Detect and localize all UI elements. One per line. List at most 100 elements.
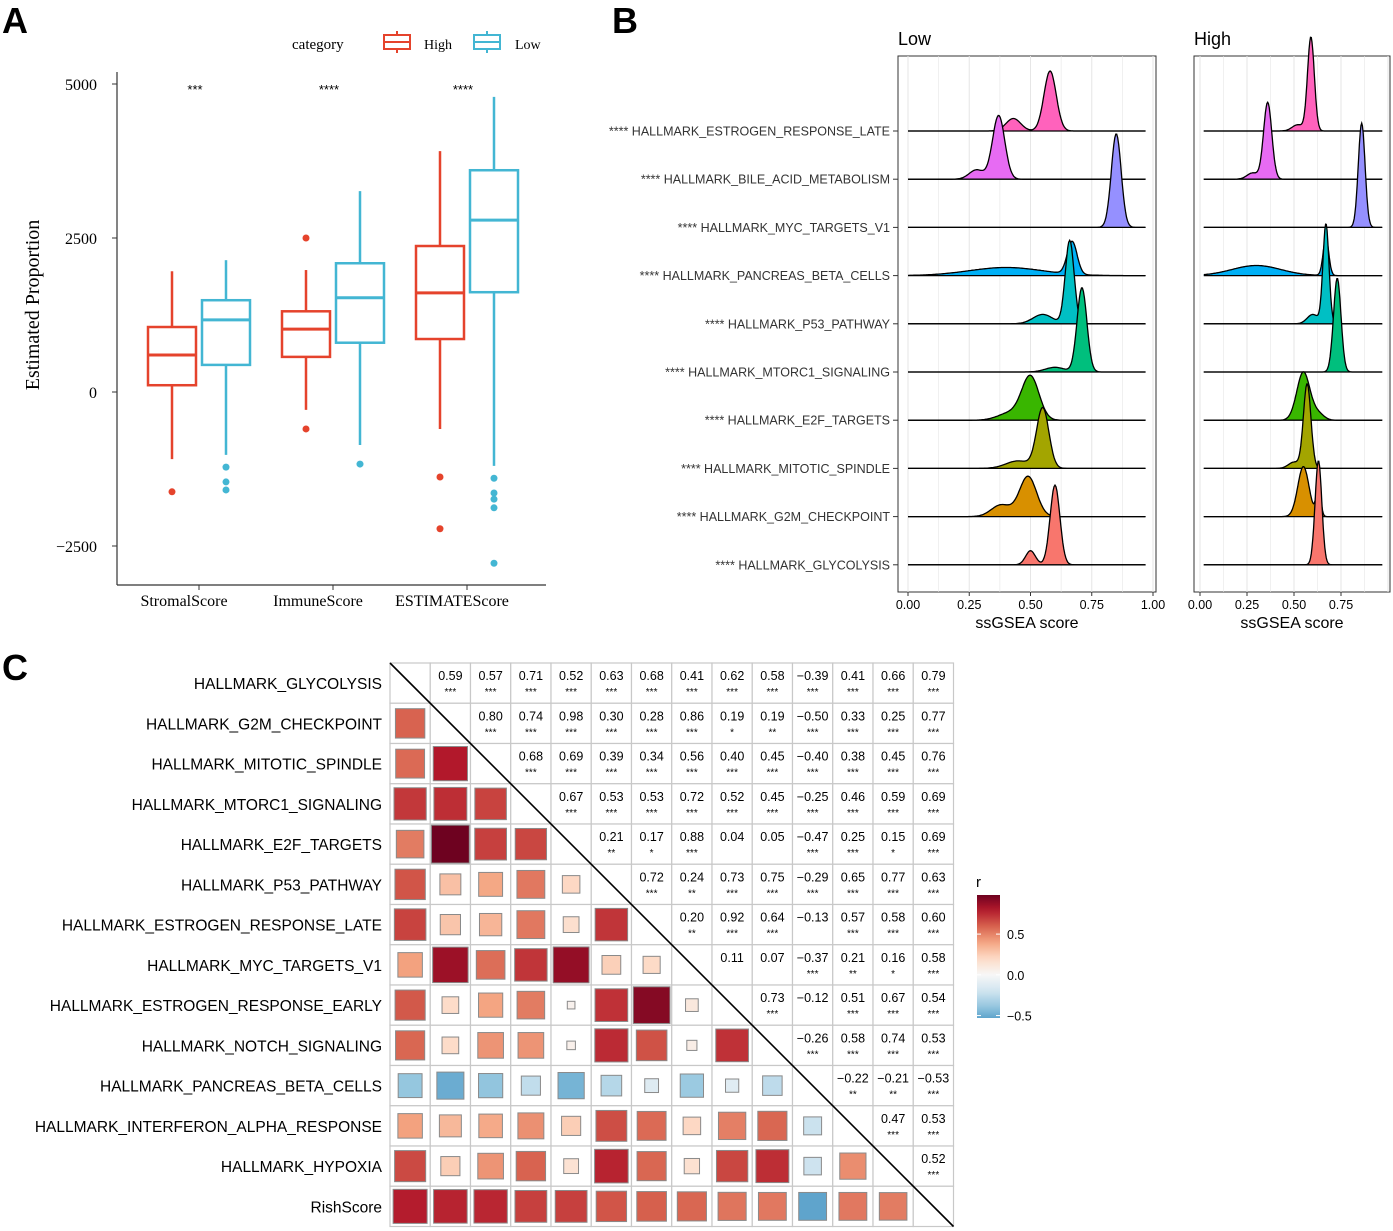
matrix-cell [872,1024,914,1067]
correlation-square [682,1116,702,1136]
boxplot-panel: −2500 0 2500 5000 Estimated Proportion Stroma… [22,31,546,610]
correlation-square [515,1150,547,1182]
correlation-square [561,875,581,894]
row-label: HALLMARK_NOTCH_SIGNALING [142,1038,382,1055]
correlation-value: 0.74 [881,1031,905,1045]
matrix-cell [912,783,955,825]
significance-stars: *** [928,888,940,899]
correlation-square [475,950,506,980]
ridge-panel-high: High 0.00 0.25 0.50 0.75 ssGSEA score [1188,29,1391,632]
x-tick-label: 0.50 [1282,598,1306,612]
correlation-value: −0.29 [797,870,829,884]
correlation-value: 0.75 [760,870,784,884]
significance-stars: *** [726,768,738,779]
significance-stars: *** [686,808,698,819]
matrix-cell [630,823,673,865]
outlier-point [222,463,230,471]
correlation-value: 0.57 [841,911,865,925]
correlation-value: −0.12 [797,991,829,1005]
significance-stars: *** [928,1090,940,1101]
correlation-value: 0.69 [921,790,945,804]
matrix-cell [711,742,753,785]
matrix-cell [872,823,914,865]
correlation-value: 0.17 [639,830,663,844]
correlation-value: 0.19 [760,709,784,723]
correlation-square [430,824,470,864]
correlation-square [394,708,426,739]
matrix-cell [791,984,834,1026]
ridge-density-fill [1203,278,1383,372]
panel-title: High [1194,29,1231,49]
correlation-square [478,871,504,897]
x-axis-label: ssGSEA score [1240,615,1343,632]
ridge-row-label: **** HALLMARK_P53_PATHWAY [705,317,891,331]
correlation-value: 0.28 [639,709,663,723]
matrix-cell [630,662,673,704]
matrix-cell [671,702,713,745]
correlation-value: 0.45 [760,790,784,804]
correlation-value: −0.53 [918,1072,950,1086]
significance-stars: *** [887,888,899,899]
matrix-cell [791,823,834,865]
correlation-value: 0.86 [680,709,704,723]
significance-label: *** [187,82,202,97]
correlation-value: 0.58 [881,911,905,925]
correlation-square [514,827,548,861]
correlation-square [473,1189,508,1224]
significance-stars: *** [686,848,698,859]
correlation-square [394,868,426,901]
correlation-value: 0.38 [841,750,865,764]
significance-stars: *** [887,727,899,738]
correlation-square [636,1110,667,1141]
outlier-point [302,425,310,433]
significance-stars: *** [807,727,819,738]
outlier-point [168,488,176,496]
box-iqr [334,262,386,344]
x-axis-label: ssGSEA score [975,615,1078,632]
matrix-cell [510,702,552,745]
significance-stars: *** [928,1009,940,1020]
colorbar-tick-label: 0.0 [1007,969,1024,983]
correlation-value: 0.65 [841,870,865,884]
box-high-estimatescore [414,151,466,533]
correlation-square [757,1191,787,1221]
correlation-square [683,1157,701,1175]
significance-stars: ** [688,929,696,940]
correlation-value: 0.41 [841,669,865,683]
correlation-value: 0.19 [720,709,744,723]
correlation-square [686,1039,698,1051]
significance-stars: *** [767,687,779,698]
correlation-value: 0.45 [760,750,784,764]
significance-stars: ** [849,1090,857,1101]
row-label: HALLMARK_E2F_TARGETS [181,837,382,854]
ridge-row-label: **** HALLMARK_MTORC1_SIGNALING [665,366,890,380]
colorbar [977,895,1000,1018]
significance-stars: *** [646,888,658,899]
correlation-square [755,1149,790,1184]
matrix-cell [711,903,753,946]
correlation-value: 0.04 [720,830,744,844]
significance-stars: * [891,969,895,980]
correlation-square [433,1189,468,1224]
significance-stars: *** [847,848,859,859]
matrix-cell [711,944,753,986]
significance-stars: *** [887,1049,899,1060]
correlation-square [554,1189,588,1223]
row-label: HALLMARK_ESTROGEN_RESPONSE_LATE [62,918,382,935]
significance-stars: ** [768,727,776,738]
significance-stars: *** [928,848,940,859]
ridge-row-label: **** HALLMARK_GLYCOLYSIS [715,558,890,572]
x-tick-label: 0.75 [1329,598,1353,612]
correlation-value: −0.39 [797,669,829,683]
significance-stars: *** [807,687,819,698]
matrix-cell [429,903,472,946]
correlation-value: 0.59 [881,790,905,804]
correlation-value: 0.52 [921,1152,945,1166]
matrix-cell [912,1145,955,1187]
ridge-density-fill [908,476,1146,517]
correlation-square [432,746,468,782]
correlation-square [557,1072,585,1100]
matrix-cell [912,984,955,1026]
correlation-value: 0.88 [680,830,704,844]
matrix-cell [711,823,753,865]
